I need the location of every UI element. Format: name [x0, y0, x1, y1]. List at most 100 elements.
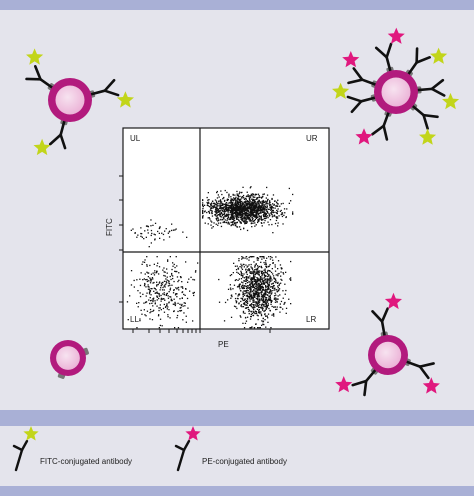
data-point	[171, 299, 173, 302]
data-point	[227, 210, 229, 212]
data-point	[256, 294, 259, 296]
data-point	[236, 209, 239, 212]
data-point	[185, 288, 187, 290]
data-point	[254, 218, 256, 221]
data-point	[250, 202, 253, 204]
data-point	[269, 277, 271, 279]
data-point	[242, 213, 244, 215]
data-point	[245, 195, 248, 198]
data-point	[168, 283, 171, 285]
data-point	[264, 298, 267, 300]
data-point	[204, 211, 206, 213]
data-point	[180, 309, 183, 312]
data-point	[250, 256, 253, 258]
data-point	[153, 274, 156, 276]
data-point	[240, 286, 243, 288]
data-point	[269, 201, 271, 204]
cell-nucleus	[56, 346, 80, 370]
data-point	[235, 215, 238, 217]
data-point	[250, 294, 252, 296]
data-point	[147, 232, 149, 234]
data-point	[269, 200, 271, 202]
data-point	[292, 193, 294, 196]
data-point	[242, 293, 244, 295]
data-point	[275, 281, 277, 283]
data-point	[235, 208, 238, 210]
data-point	[253, 275, 255, 278]
data-point	[268, 283, 270, 286]
data-point	[226, 199, 229, 202]
data-point	[239, 221, 241, 223]
data-point	[232, 214, 234, 217]
data-point	[258, 311, 260, 314]
data-point	[261, 308, 264, 310]
data-point	[247, 265, 249, 267]
data-point	[274, 264, 276, 266]
data-point	[238, 213, 240, 215]
data-point	[142, 293, 144, 295]
data-point	[271, 214, 273, 216]
data-point	[228, 209, 230, 211]
data-point	[142, 279, 144, 281]
data-point	[151, 288, 153, 290]
data-point	[240, 208, 242, 210]
data-point	[272, 313, 275, 315]
data-point	[250, 293, 252, 295]
data-point	[241, 216, 243, 218]
data-point	[254, 283, 257, 285]
data-point	[248, 213, 251, 215]
data-point	[266, 301, 268, 303]
data-point	[268, 299, 271, 301]
data-point	[250, 266, 252, 268]
data-point	[250, 289, 252, 291]
data-point	[240, 211, 242, 214]
data-point	[238, 206, 241, 208]
data-point	[255, 311, 258, 313]
data-point	[243, 208, 245, 211]
data-point	[248, 270, 251, 272]
data-point	[150, 300, 152, 302]
data-point	[276, 209, 278, 212]
data-point	[241, 214, 243, 217]
data-point	[233, 224, 235, 226]
data-point	[248, 195, 250, 197]
data-point	[253, 270, 255, 273]
data-point	[242, 263, 244, 266]
data-point	[280, 300, 283, 303]
data-point	[258, 196, 260, 199]
data-point	[216, 210, 218, 212]
data-point	[136, 279, 138, 281]
data-point	[249, 212, 251, 214]
data-point	[277, 210, 279, 212]
data-point	[232, 288, 234, 290]
data-point	[243, 294, 246, 296]
data-point	[227, 198, 229, 201]
data-point	[231, 221, 233, 223]
data-point	[216, 214, 219, 216]
data-point	[253, 307, 255, 309]
data-point	[272, 209, 274, 212]
data-point	[150, 234, 152, 237]
data-point	[182, 319, 184, 321]
data-point	[250, 286, 253, 288]
data-point	[148, 272, 150, 274]
data-point	[230, 224, 233, 226]
data-point	[271, 216, 274, 218]
data-point	[226, 213, 228, 215]
data-point	[251, 326, 253, 328]
data-point	[233, 222, 235, 224]
data-point	[160, 309, 162, 311]
data-point	[277, 203, 279, 205]
data-point	[271, 290, 273, 292]
data-point	[153, 309, 155, 311]
data-point	[258, 209, 260, 212]
data-point	[215, 210, 218, 212]
data-point	[234, 199, 236, 201]
data-point	[284, 283, 286, 285]
data-point	[163, 303, 165, 306]
data-point	[247, 277, 250, 279]
data-point	[254, 273, 257, 275]
data-point	[258, 272, 260, 274]
data-point	[262, 202, 264, 204]
data-point	[235, 279, 237, 281]
